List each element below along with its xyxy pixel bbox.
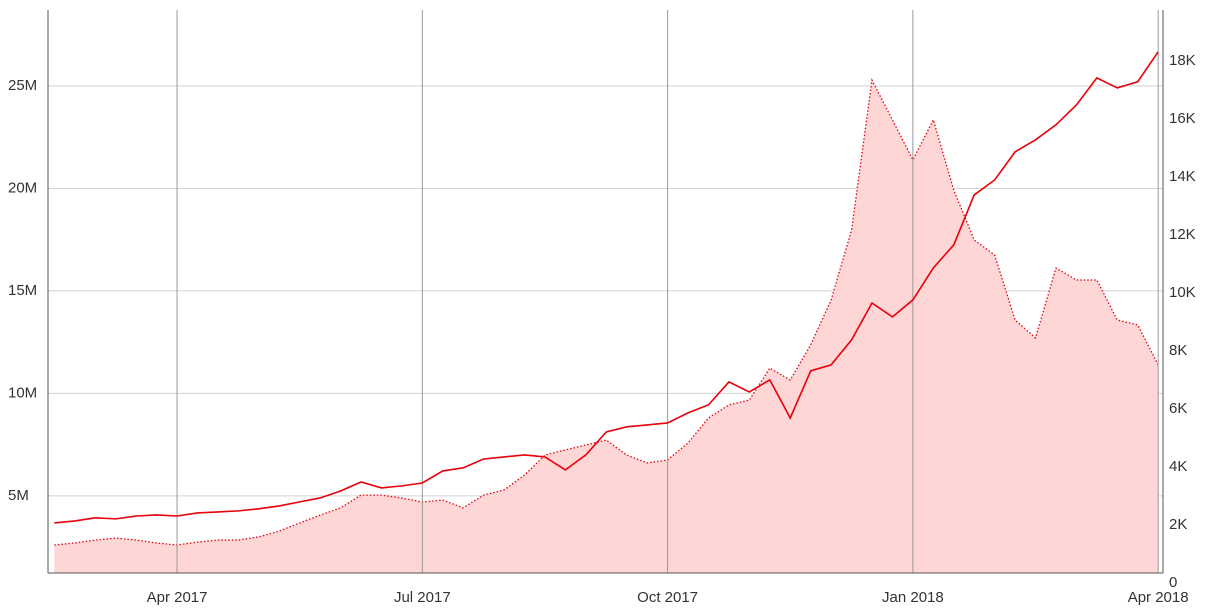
y-tick-label: 10M [8,384,37,401]
y2-tick-label: 12K [1169,226,1196,243]
y-tick-label: 25M [8,77,37,94]
x-tick-label: Apr 2017 [147,589,208,606]
y2-tick-label: 4K [1169,458,1187,475]
x-tick-label: Jan 2018 [882,589,944,606]
y2-tick-label: 18K [1169,52,1196,69]
y2-tick-label: 10K [1169,284,1196,301]
y-tick-label: 15M [8,282,37,299]
y2-tick-label: 6K [1169,400,1187,417]
line [54,51,1159,524]
y2-tick-label: 16K [1169,110,1196,127]
y-tick-label: 20M [8,179,37,196]
y2-tick-label: 8K [1169,342,1187,359]
x-tick-label: Oct 2017 [637,589,698,606]
y2-tick-label: 14K [1169,168,1196,185]
x-tick-label: Jul 2017 [394,589,451,606]
y2-tick-label: 2K [1169,516,1187,533]
area-fill [54,80,1159,574]
y-tick-label: 5M [8,487,29,504]
x-tick-label: Apr 2018 [1128,589,1189,606]
y2-tick-label: 0 [1169,574,1177,591]
